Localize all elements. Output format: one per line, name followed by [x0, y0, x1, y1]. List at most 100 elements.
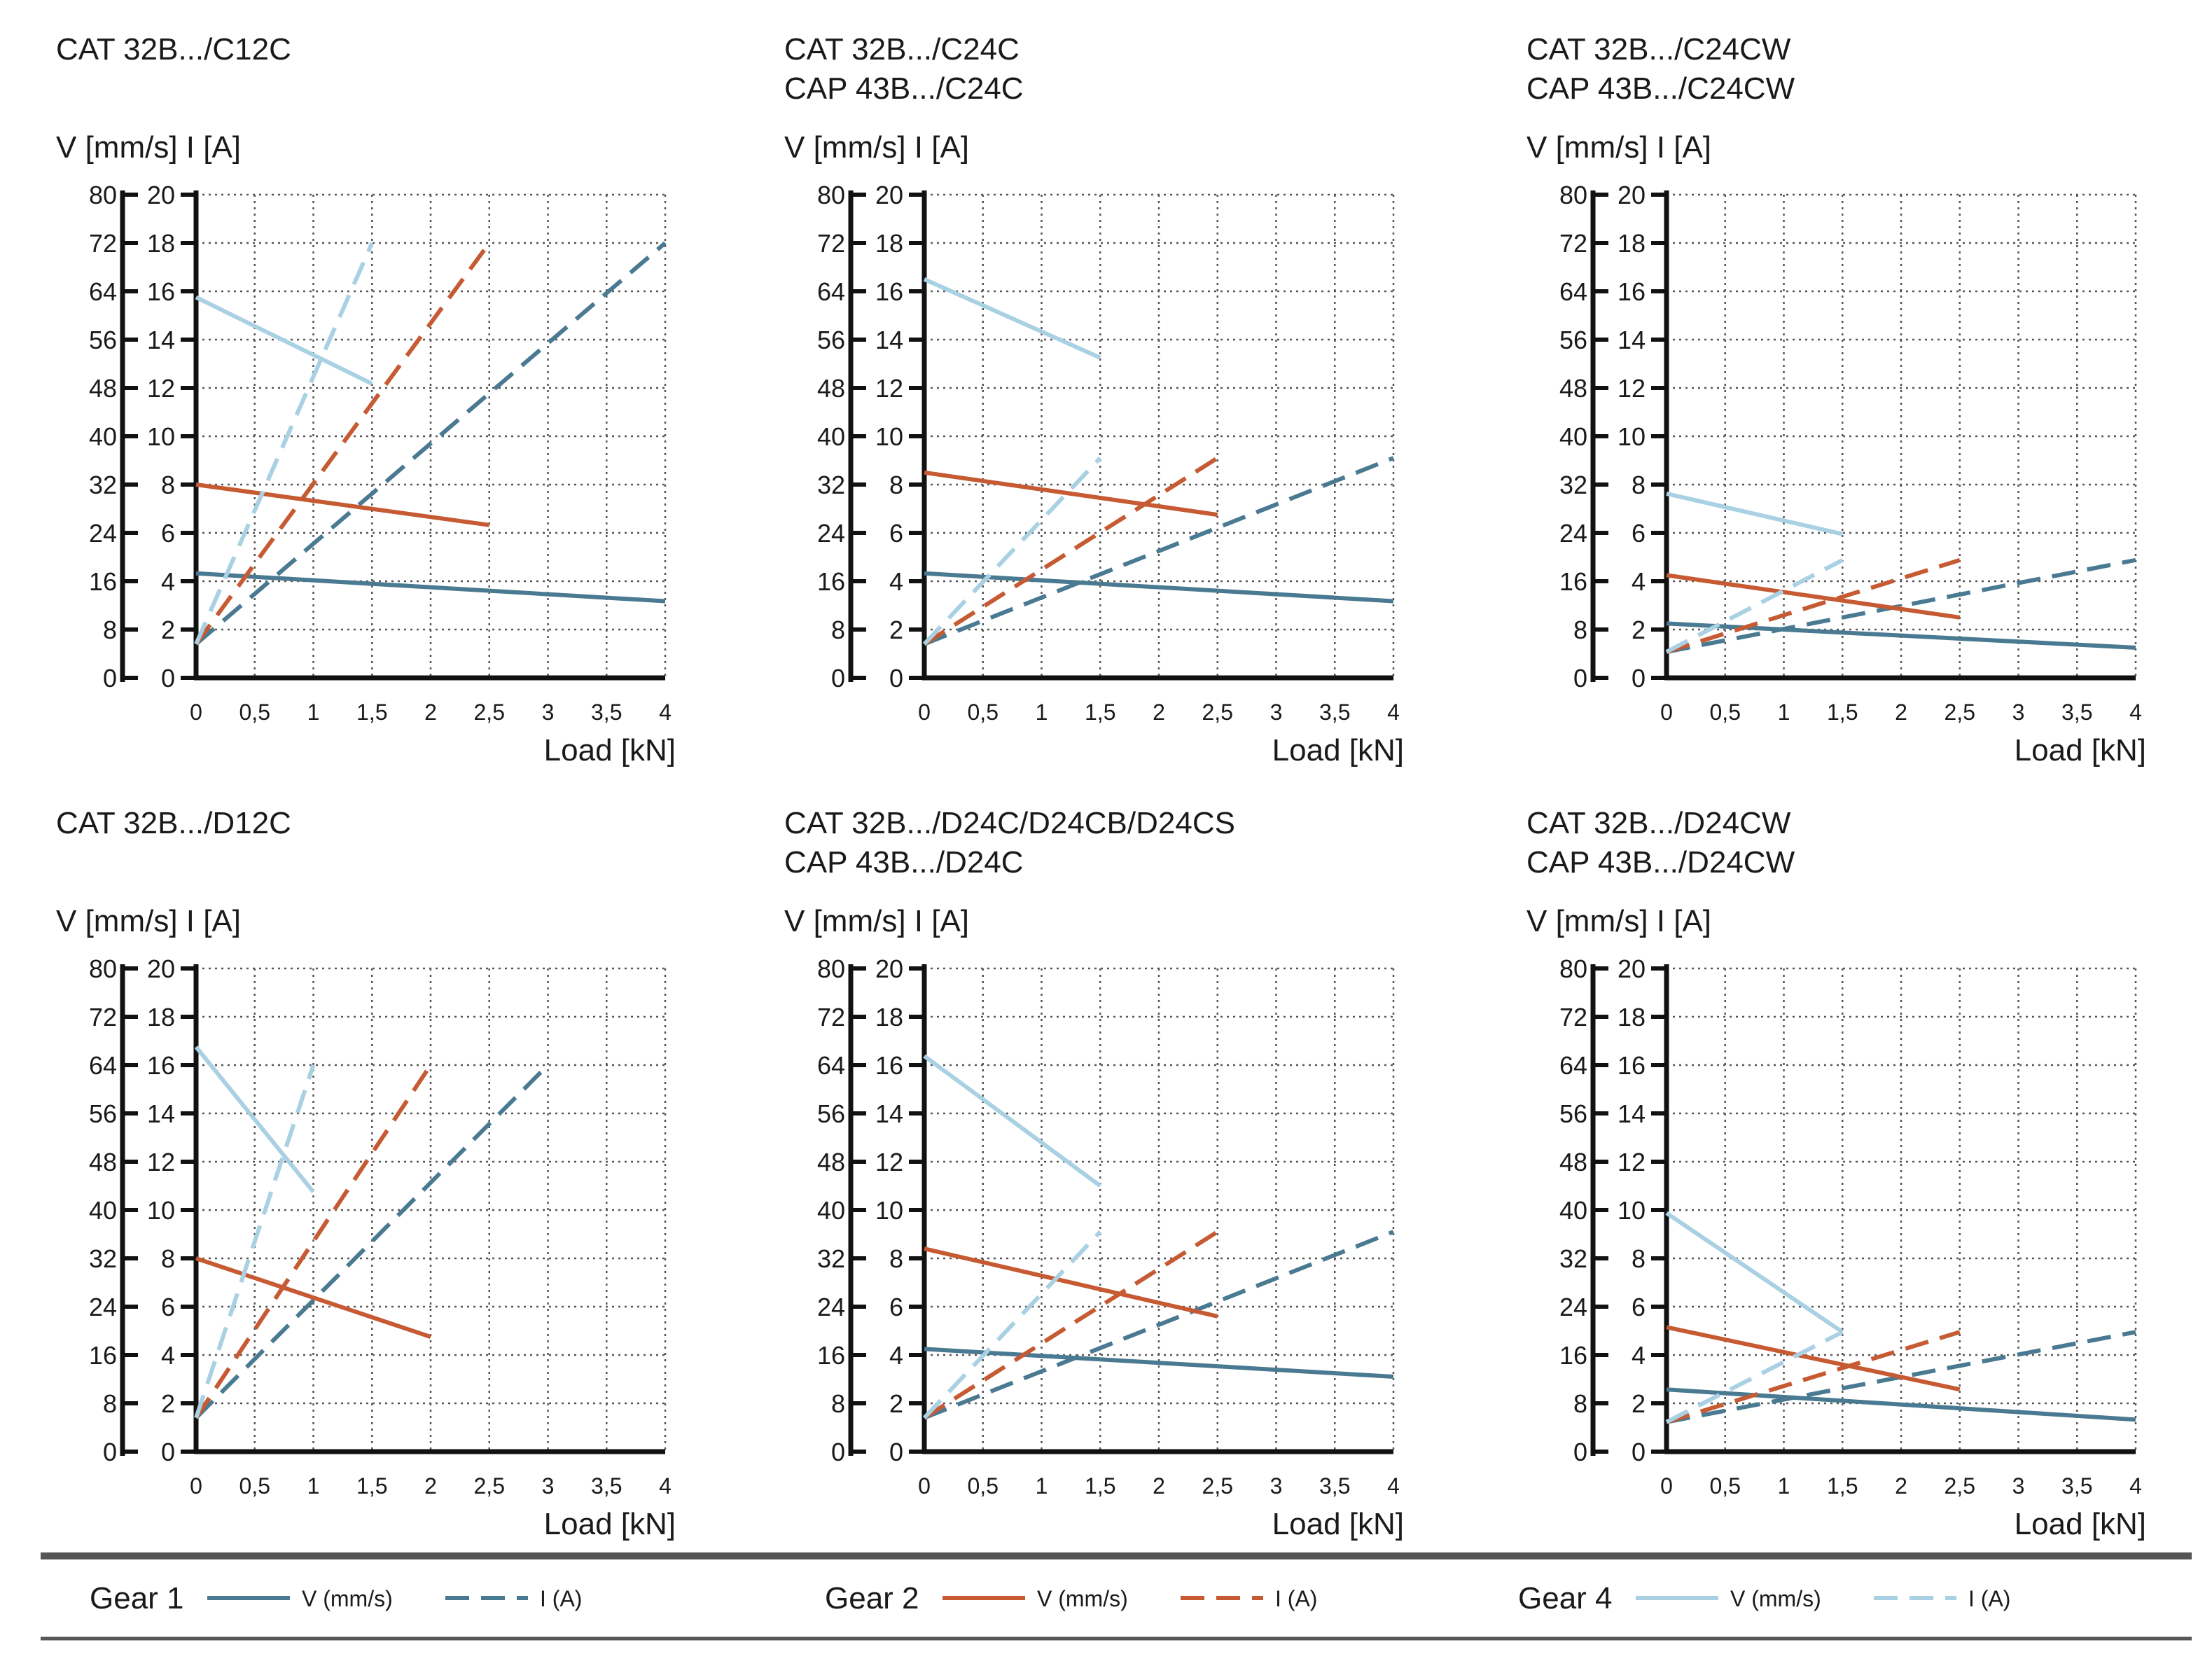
x-axis-tick-label: 2: [1895, 700, 1907, 725]
chart-title-line: CAT 32B.../C24CW: [1526, 32, 1791, 67]
v-axis-tick-label: 56: [1559, 1099, 1587, 1128]
chart-panel-3: CAT 32B.../C24CW CAP 43B.../C24CW V [mm/s]…: [1526, 32, 2146, 767]
x-axis-label: Load [kN]: [1272, 733, 1404, 767]
series-line: [923, 456, 1395, 646]
i-axis-tick-label: 4: [1632, 567, 1646, 596]
v-axis-tick-label: 40: [89, 1196, 117, 1225]
series-line: [1666, 573, 1961, 620]
x-axis-label: Load [kN]: [2015, 1507, 2146, 1541]
x-axis-tick-label: 1: [1778, 700, 1790, 725]
i-axis-tick-label: 14: [875, 326, 903, 354]
v-axis-tick-label: 16: [817, 567, 845, 596]
chart-title-line: CAT 32B.../D12C: [56, 806, 291, 840]
x-axis-tick-label: 2,5: [1945, 1473, 1975, 1499]
i-axis-tick-label: 6: [1632, 519, 1646, 548]
v-axis-tick-label: 0: [831, 664, 845, 693]
legend-group-gear4: Gear 4 V (mm/s) I (A): [1518, 1581, 2010, 1615]
series-line: [1666, 557, 1961, 654]
v-axis-tick-label: 32: [1559, 1244, 1587, 1273]
series-line: [1666, 1387, 2136, 1422]
v-axis-tick-label: 0: [103, 664, 117, 693]
series-line: [1665, 1211, 1844, 1334]
x-axis-tick-label: 3: [1270, 700, 1283, 725]
v-axis-tick-label: 32: [89, 1244, 117, 1273]
i-axis-tick-label: 12: [147, 1148, 175, 1176]
i-axis-tick-label: 18: [875, 1003, 903, 1031]
x-axis-tick-label: 3,5: [591, 1473, 622, 1499]
series-line: [1666, 557, 2136, 654]
v-axis-tick-label: 40: [817, 1196, 845, 1225]
v-axis-tick-label: 72: [89, 1003, 117, 1031]
v-axis-tick-label: 48: [1559, 374, 1587, 403]
y-axis-label: V [mm/s] I [A]: [784, 904, 969, 938]
v-axis-tick-label: 8: [831, 1389, 845, 1418]
i-axis-tick-label: 12: [875, 1148, 903, 1176]
v-axis-tick-label: 56: [817, 1099, 845, 1128]
series-line: [1665, 558, 1844, 654]
i-axis-tick-label: 10: [1618, 422, 1646, 451]
i-axis-tick-label: 10: [1618, 1196, 1646, 1225]
v-axis-tick-label: 16: [1559, 1341, 1587, 1370]
series-line: [923, 1230, 1395, 1420]
x-axis-tick-label: 4: [659, 700, 672, 725]
x-axis-label: Load [kN]: [1272, 1507, 1404, 1541]
legend-dashed-label: I (A): [1968, 1586, 2010, 1611]
legend-solid-label: V (mm/s): [1730, 1586, 1821, 1611]
series-line: [922, 456, 1102, 646]
i-axis-tick-label: 18: [875, 229, 903, 258]
x-axis-tick-label: 2: [1153, 700, 1165, 725]
v-axis-tick-label: 0: [1573, 664, 1587, 693]
series-line: [194, 242, 492, 646]
series-line: [924, 1246, 1218, 1319]
v-axis-tick-label: 16: [89, 567, 117, 596]
x-axis-tick-label: 0: [918, 700, 931, 725]
x-axis-tick-label: 2,5: [1202, 1473, 1233, 1499]
x-axis-label: Load [kN]: [544, 733, 676, 767]
v-axis-tick-label: 56: [1559, 326, 1587, 354]
i-axis-tick-label: 4: [889, 567, 903, 596]
x-axis-tick-label: 1: [1778, 1473, 1790, 1499]
v-axis-tick-label: 32: [1559, 471, 1587, 499]
x-axis-tick-label: 0,5: [968, 1473, 999, 1499]
x-axis-tick-label: 2: [424, 1473, 437, 1499]
v-axis-tick-label: 24: [1559, 1293, 1587, 1321]
x-axis-tick-label: 4: [2129, 1473, 2142, 1499]
v-axis-tick-label: 80: [1559, 954, 1587, 983]
v-axis-tick-label: 64: [817, 1051, 845, 1080]
series-line: [194, 242, 375, 645]
i-axis-tick-label: 6: [889, 519, 903, 548]
i-axis-tick-label: 8: [1632, 1244, 1646, 1273]
chart-title-line: CAT 32B.../D24CW: [1526, 806, 1791, 840]
x-axis-tick-label: 1,5: [1085, 700, 1115, 725]
series-line: [195, 241, 667, 646]
x-axis-tick-label: 3: [542, 1473, 555, 1499]
chart-panel-5: CAT 32B.../D24C/D24CB/D24CS CAP 43B.../D2…: [784, 806, 1404, 1541]
i-axis-tick-label: 4: [161, 567, 175, 596]
i-axis-tick-label: 2: [161, 616, 175, 644]
x-axis-tick-label: 2: [424, 700, 437, 725]
x-axis-label: Load [kN]: [2015, 733, 2146, 767]
v-axis-tick-label: 56: [817, 326, 845, 354]
v-axis-tick-label: 64: [817, 277, 845, 306]
i-axis-tick-label: 0: [889, 1438, 903, 1466]
x-axis-tick-label: 1,5: [1827, 1473, 1858, 1499]
i-axis-tick-label: 20: [147, 954, 175, 983]
legend-gear-title: Gear 1: [90, 1581, 184, 1615]
x-axis-tick-label: 4: [1387, 700, 1400, 725]
v-axis-tick-label: 48: [89, 374, 117, 403]
v-axis-tick-label: 48: [89, 1148, 117, 1176]
v-axis-tick-label: 72: [817, 229, 845, 258]
i-axis-tick-label: 16: [1618, 1051, 1646, 1080]
v-axis-tick-label: 0: [1573, 1438, 1587, 1466]
chart-title-line: CAT 32B.../C12C: [56, 32, 291, 67]
v-axis-tick-label: 56: [89, 326, 117, 354]
v-axis-tick-label: 16: [817, 1341, 845, 1370]
v-axis-tick-label: 48: [817, 374, 845, 403]
chart-title-line: CAT 32B.../D24C/D24CB/D24CS: [784, 806, 1235, 840]
v-axis-tick-label: 64: [1559, 1051, 1587, 1080]
x-axis-tick-label: 1,5: [1085, 1473, 1115, 1499]
chart-panel-6: CAT 32B.../D24CW CAP 43B.../D24CW V [mm/s]…: [1526, 806, 2146, 1541]
x-axis-tick-label: 1,5: [1827, 700, 1858, 725]
i-axis-tick-label: 6: [161, 1293, 175, 1321]
